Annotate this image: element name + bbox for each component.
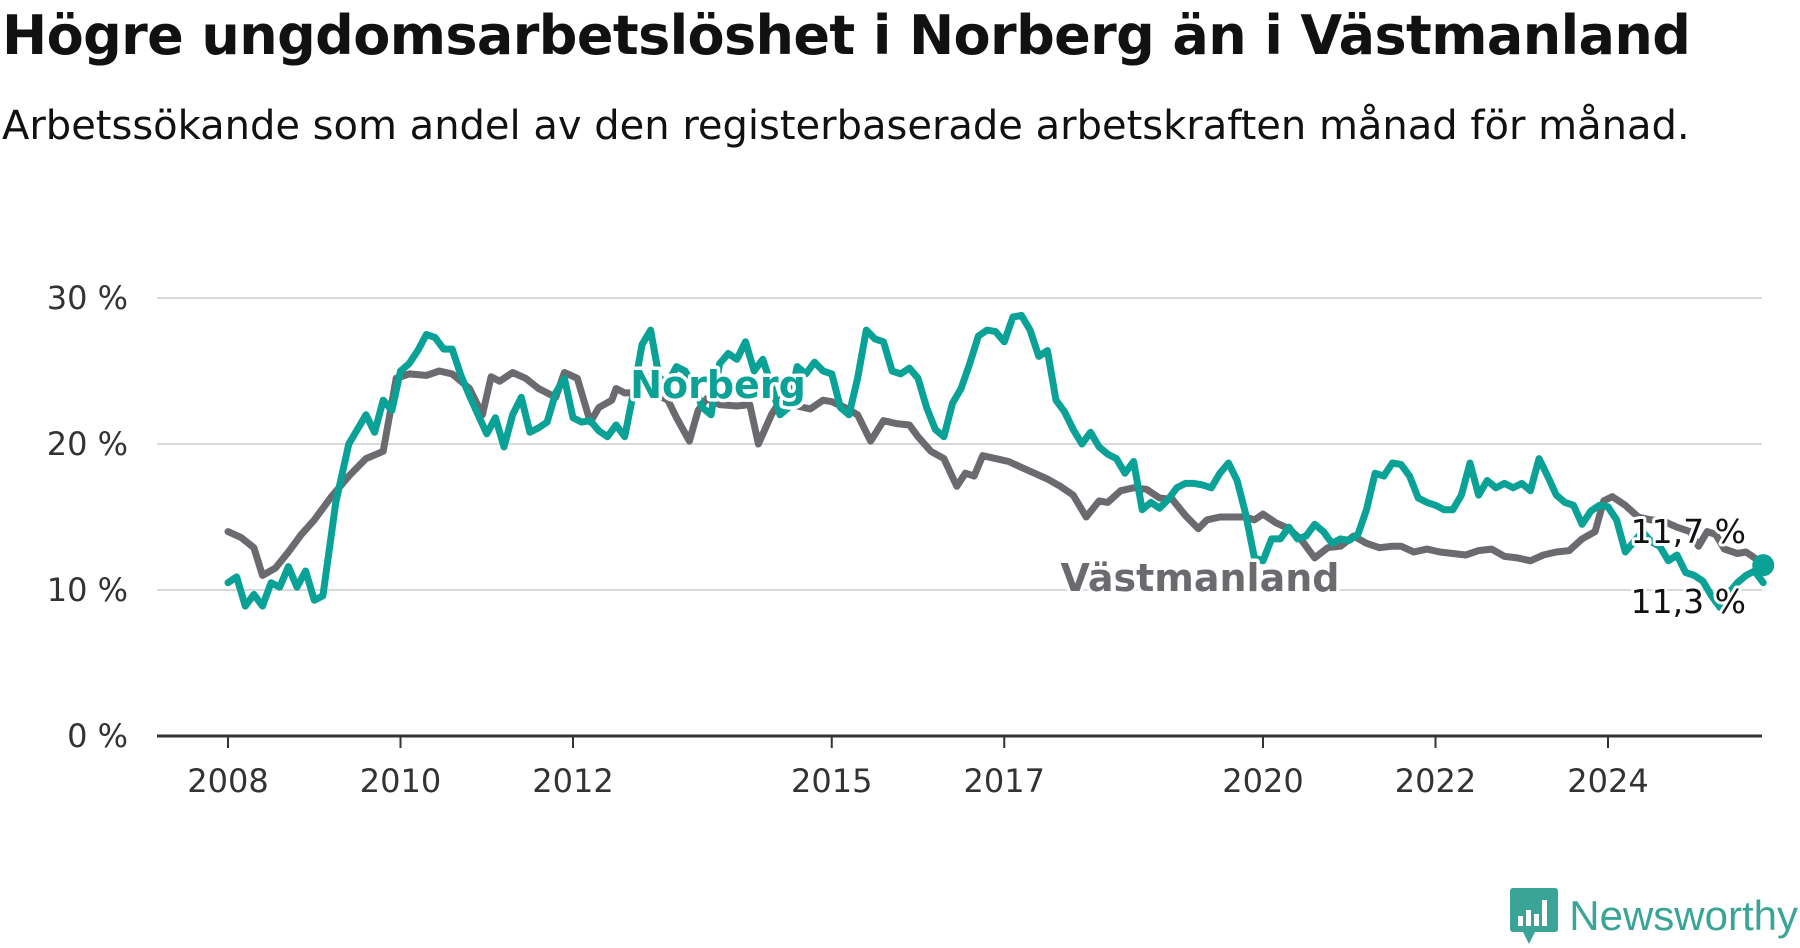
y-tick-label: 0 % xyxy=(67,717,128,755)
y-tick-label: 20 % xyxy=(47,425,128,463)
bar-chart-speech-bubble-icon xyxy=(1510,888,1559,944)
series-line-norberg xyxy=(224,312,1767,611)
chart-title: Högre ungdomsarbetslöshet i Norberg än i… xyxy=(2,4,1691,67)
x-tick-label: 2024 xyxy=(1567,762,1648,800)
y-tick-label: 10 % xyxy=(47,571,128,609)
x-tick-label: 2010 xyxy=(360,762,441,800)
end-value-label: 11,7 % xyxy=(1631,512,1746,551)
end-value-label: 11,3 % xyxy=(1631,582,1746,621)
series-label-norberg: Norberg xyxy=(630,363,806,407)
x-tick-label: 2022 xyxy=(1395,762,1476,800)
x-tick-label: 2008 xyxy=(187,762,268,800)
series-label-vastmanland: Västmanland xyxy=(1061,556,1340,600)
newsworthy-logo: Newsworthy xyxy=(1509,886,1798,946)
x-tick-label: 2020 xyxy=(1222,762,1303,800)
chart-subtitle: Arbetssökande som andel av den registerb… xyxy=(2,103,1690,149)
x-tick-label: 2015 xyxy=(791,762,872,800)
series-end-marker xyxy=(1752,554,1775,577)
brand-name: Newsworthy xyxy=(1569,892,1798,939)
y-tick-label: 30 % xyxy=(47,279,128,317)
series-line-västmanland xyxy=(224,367,1763,579)
x-tick-label: 2017 xyxy=(964,762,1045,800)
x-tick-label: 2012 xyxy=(532,762,613,800)
